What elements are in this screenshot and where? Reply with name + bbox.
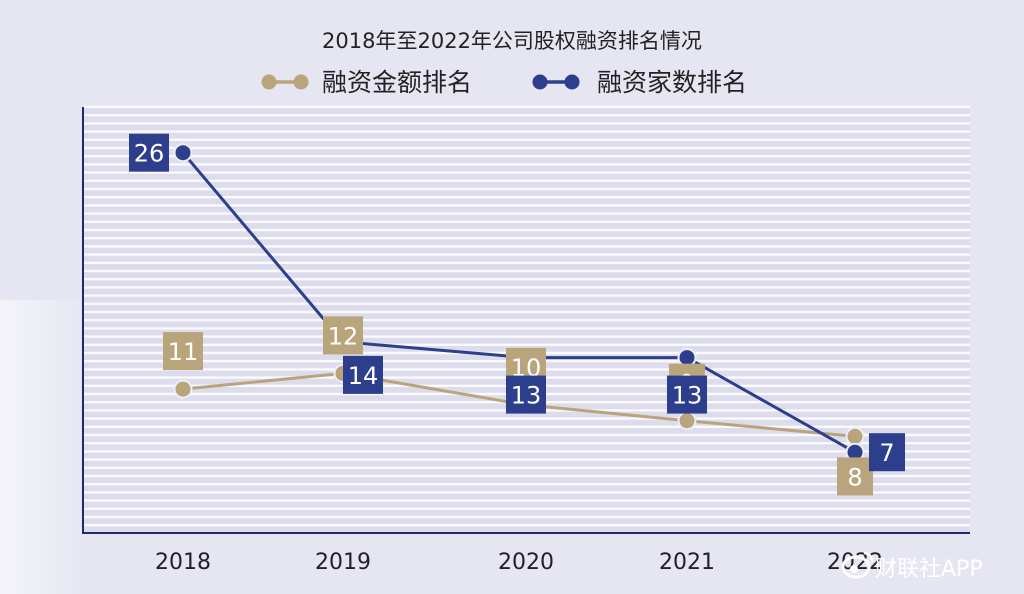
svg-text:13: 13: [511, 382, 542, 410]
svg-text:14: 14: [348, 362, 379, 390]
data-point-2-2021: [677, 348, 697, 368]
legend-marker: [261, 74, 277, 90]
data-label-2-2021: 13: [667, 375, 707, 414]
legend-marker: [564, 74, 580, 90]
x-tick-label-2020: 2020: [498, 550, 554, 575]
grid: [83, 105, 970, 527]
data-point-2-2018: [173, 143, 193, 163]
svg-text:8: 8: [847, 463, 862, 491]
data-label-2-2020: 13: [506, 375, 546, 414]
x-tick-label-2021: 2021: [659, 550, 715, 575]
data-labels: 11121098261413137: [129, 133, 905, 496]
chart-title: 2018年至2022年公司股权融资排名情况: [322, 29, 702, 53]
svg-text:26: 26: [134, 140, 165, 168]
data-point-1-2018: [173, 379, 193, 399]
data-label-2-2018: 26: [129, 133, 169, 172]
svg-text:12: 12: [328, 322, 359, 350]
watermark-text: 财联社APP: [875, 557, 983, 582]
legend-marker: [293, 74, 309, 90]
axes: [82, 107, 970, 534]
svg-text:11: 11: [168, 338, 199, 366]
legend-label: 融资家数排名: [597, 68, 747, 97]
weibo-logo-icon: [841, 551, 874, 579]
legend: 融资金额排名 融资家数排名: [261, 68, 747, 97]
data-label-2-2019: 14: [343, 355, 383, 394]
svg-text:7: 7: [879, 439, 894, 467]
legend-marker: [532, 74, 548, 90]
svg-text:13: 13: [672, 382, 703, 410]
legend-item-2: 融资家数排名: [532, 68, 747, 97]
data-label-2-2022: 7: [869, 433, 905, 472]
x-axis-ticks: 2018 2019 2020 2021 2022: [155, 550, 883, 575]
x-tick-label-2019: 2019: [315, 550, 371, 575]
data-label-1-2018: 11: [163, 332, 203, 371]
background-glow: [0, 300, 90, 594]
legend-item-1: 融资金额排名: [261, 68, 472, 97]
data-label-1-2019: 12: [323, 316, 363, 355]
x-tick-label-2018: 2018: [155, 550, 211, 575]
data-point-1-2021: [677, 411, 697, 431]
data-label-1-2022: 8: [837, 457, 873, 496]
data-point-1-2022: [845, 426, 865, 446]
legend-label: 融资金额排名: [322, 68, 472, 97]
watermark: 财联社APP: [841, 551, 983, 582]
